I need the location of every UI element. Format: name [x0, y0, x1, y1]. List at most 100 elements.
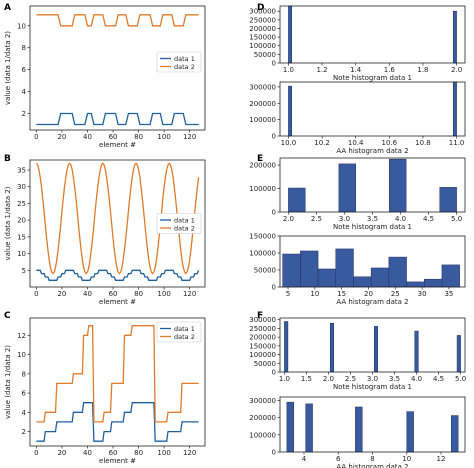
- y-tick-label-e_top: 200000: [249, 162, 276, 170]
- axes-frame-b: [29, 159, 206, 288]
- x-tick-label-f_top: 1.0: [279, 375, 290, 383]
- y-tick-label-f_bottom: 300000: [249, 397, 276, 405]
- x-tick-label-c: 120: [183, 449, 196, 457]
- legend-label-b-1: data 1: [174, 216, 195, 224]
- y-tick-label-d_bottom: 0: [272, 133, 276, 141]
- x-axis-label-d_bottom: AA histogram data 2: [336, 147, 408, 155]
- x-tick-label-d_top: 1.8: [417, 66, 428, 74]
- histogram-bar-f_bottom: [451, 415, 459, 453]
- y-tick-label-d_top: 250000: [249, 16, 276, 24]
- histogram-bar-f_bottom: [406, 411, 414, 453]
- y-tick-label-d_top: 200000: [249, 25, 276, 33]
- y-tick-label-c: 2: [22, 428, 26, 436]
- y-tick-label-a: 2: [22, 110, 26, 118]
- x-tick-label-f_top: 3.5: [389, 375, 400, 383]
- histogram-bar-d_top: [288, 5, 293, 64]
- y-tick-label-f_top: 50000: [254, 360, 276, 368]
- y-tick-label-d_bottom: 300000: [249, 83, 276, 91]
- axes-frame-d_top: [279, 5, 466, 64]
- x-tick-label-f_top: 2.5: [345, 375, 356, 383]
- x-tick-label-d_bottom: 11.0: [449, 139, 465, 147]
- histogram-bar-f_top: [456, 335, 461, 373]
- panel-label-b: B: [4, 154, 11, 164]
- panel-label-d: D: [257, 3, 264, 13]
- x-tick-label-e_top: 3.5: [367, 215, 378, 223]
- y-tick-label-e_bottom: 100000: [249, 250, 276, 258]
- y-tick-label-a: 6: [22, 66, 27, 74]
- y-tick-label-d_top: 50000: [254, 51, 276, 59]
- panel-label-f: F: [257, 311, 263, 321]
- axes-frame-a: [29, 5, 206, 131]
- x-tick-label-c: 80: [134, 449, 143, 457]
- y-tick-label-f_top: 200000: [249, 334, 276, 342]
- x-axis-label-c: element #: [99, 457, 136, 465]
- x-tick-label-d_bottom: 10.6: [382, 139, 398, 147]
- x-tick-label-a: 0: [34, 133, 38, 141]
- histogram-bar-e_bottom: [317, 268, 337, 288]
- x-tick-label-e_top: 2.0: [283, 215, 294, 223]
- histogram-bar-e_top: [338, 163, 356, 213]
- histogram-bar-e_top: [288, 187, 306, 213]
- x-tick-label-e_bottom: 25: [391, 290, 400, 298]
- x-tick-label-b: 60: [109, 290, 118, 298]
- x-tick-label-e_top: 4.5: [423, 215, 434, 223]
- x-axis-label-f_bottom: AA histogram data 2: [336, 463, 408, 468]
- histogram-bar-e_bottom: [353, 276, 372, 288]
- series-line-a-1: [36, 112, 199, 126]
- axes-frame-f_top: [279, 317, 466, 373]
- histogram-bar-e_top: [439, 187, 457, 213]
- y-tick-label-e_top: 0: [272, 209, 276, 217]
- x-axis-label-b: element #: [99, 298, 136, 306]
- x-tick-label-d_top: 2.0: [451, 66, 462, 74]
- y-tick-label-f_top: 0: [272, 369, 276, 377]
- y-axis-label-c: value (data 1/data 2): [4, 345, 12, 419]
- x-tick-label-f_top: 5.0: [455, 375, 466, 383]
- y-tick-label-a: 8: [22, 44, 26, 52]
- x-tick-label-a: 100: [157, 133, 170, 141]
- x-tick-label-d_top: 1.2: [316, 66, 327, 74]
- x-tick-label-a: 60: [109, 133, 118, 141]
- series-line-b-1: [36, 269, 200, 281]
- y-tick-label-d_top: 0: [272, 60, 276, 68]
- histogram-bar-e_bottom: [406, 281, 425, 288]
- y-tick-label-c: 10: [17, 351, 26, 359]
- y-tick-label-b: 15: [17, 233, 26, 241]
- histogram-bar-e_bottom: [388, 256, 407, 288]
- y-tick-label-d_top: 300000: [249, 8, 276, 16]
- x-axis-label-f_top: Note histogram data 1: [333, 383, 412, 391]
- x-tick-label-b: 100: [157, 290, 170, 298]
- y-tick-label-c: 4: [22, 409, 27, 417]
- y-tick-label-f_top: 150000: [249, 342, 276, 350]
- axes-frame-c: [29, 317, 206, 447]
- y-tick-label-d_bottom: 200000: [249, 100, 276, 108]
- histogram-bar-f_top: [374, 326, 379, 373]
- x-tick-label-c: 20: [57, 449, 66, 457]
- histogram-bar-e_top: [389, 158, 407, 213]
- x-axis-label-e_top: Note histogram data 1: [333, 223, 412, 231]
- legend-label-c-2: data 2: [174, 333, 195, 341]
- x-tick-label-a: 120: [183, 133, 196, 141]
- x-tick-label-f_bottom: 10: [402, 455, 411, 463]
- x-tick-label-b: 40: [83, 290, 92, 298]
- x-tick-label-e_bottom: 10: [310, 290, 319, 298]
- y-tick-label-e_bottom: 150000: [249, 233, 276, 241]
- x-tick-label-f_top: 4.0: [411, 375, 422, 383]
- histogram-bar-f_bottom: [305, 403, 313, 453]
- x-tick-label-c: 40: [83, 449, 92, 457]
- axes-frame-e_bottom: [279, 235, 466, 288]
- x-tick-label-f_top: 3.0: [367, 375, 378, 383]
- y-tick-label-f_bottom: 0: [272, 449, 276, 457]
- legend-label-c-1: data 1: [174, 325, 195, 333]
- panel-label-a: A: [4, 3, 11, 13]
- axes-frame-d_bottom: [279, 81, 466, 137]
- y-tick-label-f_bottom: 100000: [249, 431, 276, 439]
- histogram-bar-e_bottom: [423, 278, 443, 288]
- histogram-bar-d_top: [452, 10, 457, 64]
- x-tick-label-f_top: 4.5: [433, 375, 444, 383]
- y-tick-label-c: 12: [17, 332, 26, 340]
- series-line-a-2: [36, 14, 199, 27]
- panel-label-e: E: [257, 154, 263, 164]
- y-axis-label-a: value (data 1/data 2): [4, 31, 12, 105]
- axes-frame-f_bottom: [279, 396, 466, 453]
- x-tick-label-c: 60: [109, 449, 118, 457]
